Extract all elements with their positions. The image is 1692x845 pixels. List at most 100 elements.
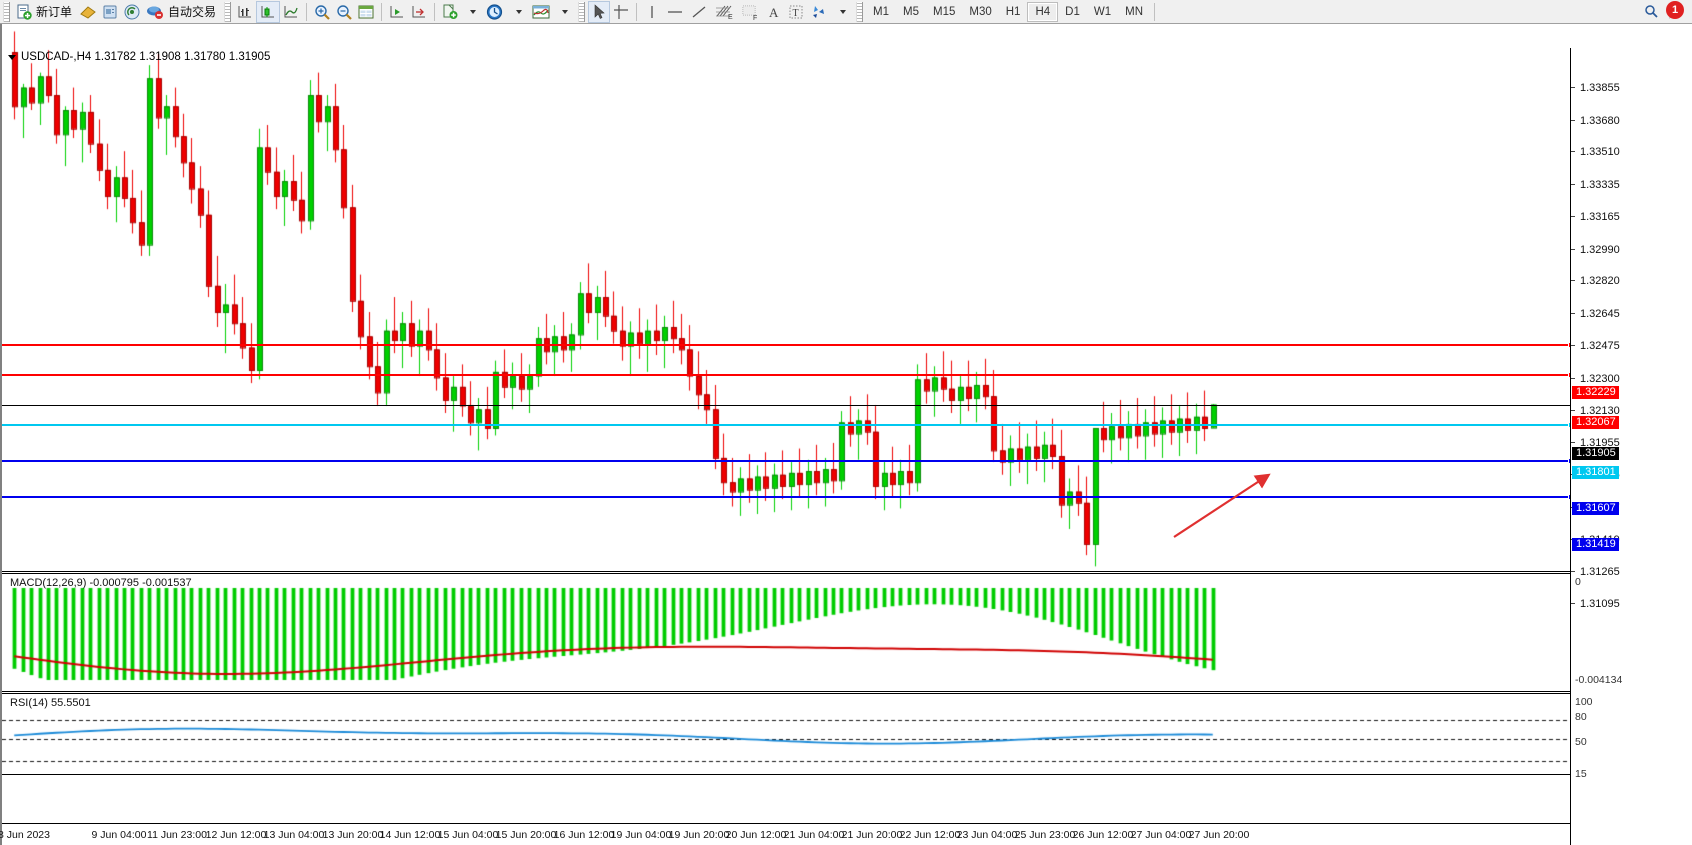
new-order-label: 新订单	[36, 5, 73, 19]
macd-canvas	[2, 574, 1572, 693]
main-toolbar: 新订单 自动交易	[0, 0, 1692, 24]
rsi-axis-15: 15	[1575, 768, 1587, 780]
fibonacci-icon[interactable]: E	[711, 1, 737, 23]
time-tick: 27 Jun 20:00	[1188, 829, 1250, 841]
crosshair-icon[interactable]	[610, 1, 632, 23]
level-label-resistance-1[interactable]: 1.32229	[1572, 386, 1619, 399]
zoom-in-icon[interactable]	[311, 1, 333, 23]
toolbar-grip[interactable]	[3, 1, 10, 22]
expert-advisor-button[interactable]: 自动交易	[143, 1, 221, 23]
chevron-down-icon[interactable]	[8, 54, 16, 60]
level-line-support-cyan[interactable]	[2, 422, 1574, 429]
signal-button[interactable]	[121, 1, 143, 23]
price-tick: 1.33510	[1571, 146, 1692, 158]
timeframe-H4[interactable]: H4	[1027, 1, 1059, 22]
time-tick: 21 Jun 04:00	[783, 829, 845, 841]
vertical-line-icon[interactable]	[641, 1, 663, 23]
indicators-icon[interactable]	[529, 1, 553, 23]
toolbar-separator-3	[434, 2, 436, 21]
toolbar-grip-2[interactable]	[224, 1, 232, 22]
candlestick-icon[interactable]	[256, 0, 281, 23]
symbol-header-text: USDCAD-,H4 1.31782 1.31908 1.31780 1.319…	[21, 51, 271, 63]
chart-shift-icon[interactable]	[408, 1, 430, 23]
price-tick: 1.32990	[1571, 244, 1692, 256]
time-tick: 13 Jun 20:00	[322, 829, 384, 841]
templates-icon[interactable]	[439, 1, 461, 23]
level-line-resistance-1[interactable]	[2, 342, 1574, 348]
symbol-header[interactable]: USDCAD-,H4 1.31782 1.31908 1.31780 1.319…	[8, 51, 270, 63]
briefcase-button[interactable]	[77, 1, 99, 23]
rsi-canvas	[2, 694, 1572, 776]
line-chart-icon[interactable]	[280, 1, 302, 23]
time-tick: 14 Jun 12:00	[379, 829, 441, 841]
price-tick: 1.32820	[1571, 275, 1692, 287]
price-axis[interactable]: 1.33855 1.33680 1.33510 1.33335 1.33165 1.329…	[1570, 48, 1692, 845]
timeframe-W1[interactable]: W1	[1093, 5, 1112, 18]
alert-count-badge: 1	[1666, 1, 1684, 19]
level-label-resistance-2[interactable]: 1.32067	[1572, 416, 1619, 430]
chart-area[interactable]: USDCAD-,H4 1.31782 1.31908 1.31780 1.319…	[0, 24, 1692, 845]
timeframe-M1[interactable]: M1	[873, 5, 890, 18]
time-tick: 21 Jun 20:00	[841, 829, 903, 841]
time-tick: 23 Jun 04:00	[956, 829, 1018, 841]
level-label-support-blue-1[interactable]: 1.31607	[1572, 502, 1619, 516]
label-icon[interactable]: T	[785, 1, 807, 23]
channel-icon[interactable]: F	[737, 1, 763, 23]
rsi-axis-50: 50	[1575, 736, 1587, 748]
horizontal-line-icon[interactable]	[663, 1, 687, 23]
level-line-support-blue-1[interactable]	[2, 458, 1574, 465]
toolbar-separator-5	[1154, 2, 1155, 21]
macd-label: MACD(12,26,9) -0.000795 -0.001537	[10, 577, 192, 589]
level-label-current-price[interactable]: 1.31905	[1572, 446, 1619, 460]
level-label-support-cyan[interactable]: 1.31801	[1572, 466, 1619, 480]
price-tick: 1.31955	[1571, 437, 1692, 449]
data-window-icon[interactable]	[355, 1, 377, 23]
toolbar-separator-2	[381, 2, 383, 21]
toolbar-separator	[306, 2, 308, 21]
price-tick: 1.31095	[1571, 598, 1692, 610]
time-tick: 13 Jun 04:00	[263, 829, 325, 841]
templates-dropdown[interactable]	[461, 1, 483, 23]
rsi-pane[interactable]: RSI(14) 55.5501	[2, 693, 1692, 776]
level-label-support-blue-2[interactable]: 1.31419	[1572, 537, 1619, 551]
news-button[interactable]	[99, 1, 121, 23]
timeframe-M30[interactable]: M30	[969, 5, 992, 18]
time-tick: 11 Jun 23:00	[147, 829, 207, 841]
time-tick: 20 Jun 12:00	[725, 829, 787, 841]
magnifier-icon[interactable]	[1640, 1, 1662, 23]
svg-text:A: A	[769, 5, 779, 20]
macd-axis-top: 0	[1575, 576, 1581, 588]
timeframe-M5[interactable]: M5	[903, 5, 919, 18]
zoom-out-icon[interactable]	[333, 1, 355, 23]
period-dropdown[interactable]	[507, 1, 529, 23]
auto-scroll-icon[interactable]	[386, 1, 408, 23]
indicators-dropdown[interactable]	[553, 1, 575, 23]
macd-pane[interactable]: MACD(12,26,9) -0.000795 -0.001537	[2, 573, 1692, 693]
timeframe-MN[interactable]: MN	[1125, 5, 1143, 18]
timeframe-D1[interactable]: D1	[1065, 5, 1080, 18]
price-tick: 1.31265	[1571, 566, 1692, 578]
toolbar-grip-3[interactable]	[578, 1, 586, 22]
auto-trading-label: 自动交易	[168, 5, 217, 19]
level-line-resistance-2[interactable]	[2, 372, 1574, 379]
trendline-icon[interactable]	[687, 1, 711, 23]
period-icon[interactable]	[483, 1, 507, 23]
bar-chart-icon[interactable]	[234, 1, 256, 23]
price-pane[interactable]	[2, 24, 1692, 572]
level-line-current-price[interactable]	[2, 404, 1570, 406]
cursor-icon[interactable]	[588, 0, 611, 23]
time-tick: 19 Jun 20:00	[668, 829, 730, 841]
time-tick: 15 Jun 04:00	[437, 829, 499, 841]
timeframe-H1[interactable]: H1	[1005, 5, 1021, 18]
text-icon[interactable]: A	[763, 1, 785, 23]
shapes-icon[interactable]	[807, 1, 831, 23]
shapes-dropdown[interactable]	[831, 1, 853, 23]
time-axis: 8 Jun 2023 9 Jun 04:00 11 Jun 23:00 12 Jun …	[0, 823, 1570, 845]
time-tick: 8 Jun 2023	[0, 829, 50, 841]
new-order-button[interactable]: 新订单	[13, 1, 77, 23]
toolbar-grip-4[interactable]	[856, 1, 864, 22]
time-tick: 9 Jun 04:00	[91, 829, 147, 841]
timeframe-M15[interactable]: M15	[933, 5, 956, 18]
level-line-support-blue-2[interactable]	[2, 493, 1574, 500]
price-canvas[interactable]	[2, 24, 1572, 572]
